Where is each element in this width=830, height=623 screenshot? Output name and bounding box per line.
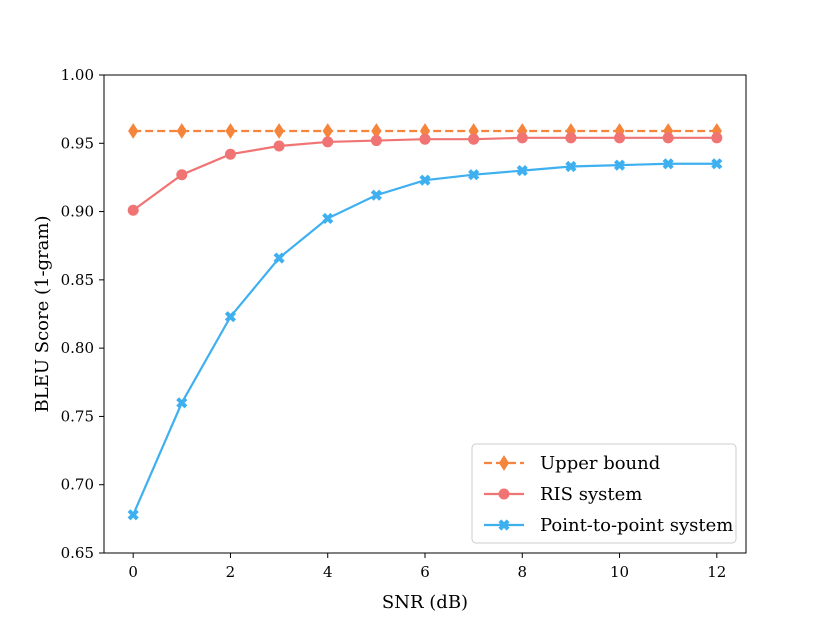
data-point-point-to-point-system — [419, 174, 431, 186]
legend: Upper bound RIS system Point-to-point syst… — [471, 443, 737, 544]
data-point-ris-system — [370, 135, 382, 147]
x-tick-label: 10 — [610, 563, 629, 581]
x-tick-label: 4 — [323, 563, 333, 581]
data-point-ris-system — [322, 136, 334, 148]
data-point-ris-system — [468, 133, 480, 145]
y-tick-label: 0.65 — [61, 544, 94, 562]
marks-layer — [127, 123, 723, 521]
y-tick-label: 0.80 — [61, 339, 94, 357]
x-tick-label: 12 — [707, 563, 726, 581]
legend-marker-point-to-point-system — [498, 519, 510, 531]
data-point-ris-system — [273, 140, 285, 152]
legend-box — [471, 443, 737, 544]
data-point-ris-system — [711, 132, 723, 144]
legend-marker-ris-system — [498, 488, 510, 500]
x-axis-label: SNR (dB) — [382, 592, 468, 613]
data-point-upper-bound — [128, 123, 139, 139]
data-point-ris-system — [614, 132, 626, 144]
data-point-ris-system — [565, 132, 577, 144]
x-tick-label: 6 — [420, 563, 430, 581]
data-point-point-to-point-system — [516, 165, 528, 177]
data-point-upper-bound — [273, 123, 285, 139]
data-point-ris-system — [176, 169, 188, 181]
data-point-point-to-point-system — [565, 160, 577, 173]
series-point-to-point-system — [127, 158, 723, 521]
data-point-ris-system — [662, 132, 674, 144]
data-point-point-to-point-system — [273, 252, 285, 264]
y-tick-label: 0.85 — [61, 271, 94, 289]
y-tick-label: 0.95 — [61, 134, 94, 152]
data-point-point-to-point-system — [370, 189, 382, 201]
x-tick-label: 0 — [128, 563, 138, 581]
legend-label-point-to-point-system: Point-to-point system — [540, 515, 733, 536]
data-point-point-to-point-system — [613, 159, 626, 171]
data-point-point-to-point-system — [711, 158, 723, 170]
y-axis-label: BLEU Score (1-gram) — [32, 216, 53, 413]
legend-label-upper-bound: Upper bound — [540, 453, 660, 474]
y-tick-label: 0.70 — [61, 476, 94, 494]
data-point-point-to-point-system — [662, 158, 674, 170]
series-line-ris-system — [132, 136, 717, 212]
y-tick-label: 1.00 — [61, 66, 94, 84]
data-point-ris-system — [224, 148, 236, 160]
data-point-point-to-point-system — [322, 212, 334, 224]
x-tick-label: 2 — [226, 563, 236, 581]
x-tick-label: 8 — [517, 563, 527, 581]
data-point-point-to-point-system — [468, 169, 480, 181]
data-point-point-to-point-system — [224, 311, 237, 323]
y-tick-label: 0.90 — [61, 203, 94, 221]
data-point-point-to-point-system — [176, 397, 188, 409]
y-tick-label: 0.75 — [61, 407, 94, 425]
data-point-upper-bound — [322, 123, 333, 139]
data-point-ris-system — [419, 133, 431, 145]
data-point-ris-system — [516, 132, 528, 144]
legend-label-ris-system: RIS system — [540, 484, 642, 505]
legend-marker-upper-bound — [498, 455, 510, 471]
data-point-upper-bound — [176, 123, 187, 139]
data-point-upper-bound — [225, 123, 236, 139]
ticks-layer: 0 2 4 6 8 10 12 0.65 0.70 0.75 0.80 0.85 0.90 0.95 1.0… — [61, 66, 727, 581]
series-ris-system — [127, 132, 723, 216]
data-point-point-to-point-system — [127, 509, 139, 521]
data-point-ris-system — [127, 204, 139, 216]
